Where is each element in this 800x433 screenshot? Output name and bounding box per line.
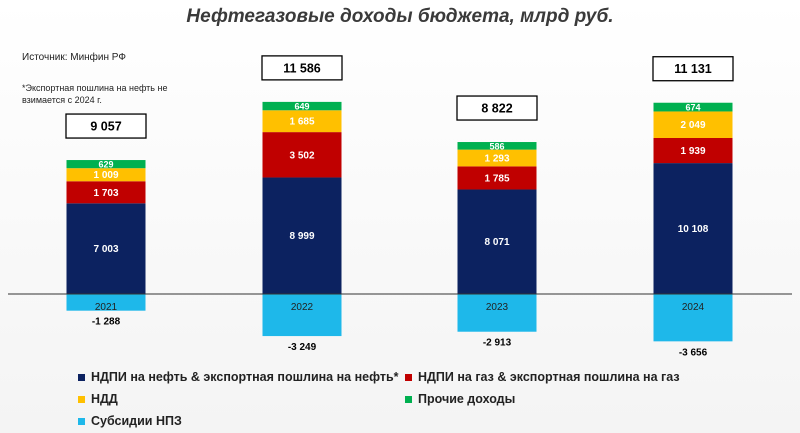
value-label-subsidies-2023: -2 913 [483,338,512,349]
value-label-ndd-2024: 2 049 [680,120,705,131]
source-note: Источник: Минфин РФ [22,52,126,63]
legend-item-ndd: НДД [78,392,118,406]
value-label-ndd-2023: 1 293 [484,153,509,164]
total-label-2022: 11 586 [283,61,321,75]
bar-subsidies-2021 [66,294,146,311]
legend-item-subsidies: Субсидии НПЗ [78,414,182,428]
total-label-2023: 8 822 [481,102,512,116]
total-box-2024 [652,56,734,82]
bar-gas-2024 [653,137,733,164]
bar-other-2022 [262,101,342,111]
legend-label-oil: НДПИ на нефть & экспортная пошлина на не… [91,370,399,384]
bar-ndd-2023 [457,149,537,167]
legend-item-oil: НДПИ на нефть & экспортная пошлина на не… [78,370,399,384]
value-label-oil-2021: 7 003 [93,244,118,255]
bar-oil-2024 [653,163,733,294]
value-label-gas-2022: 3 502 [289,150,314,161]
legend-swatch-oil [78,373,85,381]
bar-subsidies-2022 [262,294,342,337]
value-label-ndd-2022: 1 685 [289,117,314,128]
value-label-gas-2024: 1 939 [680,146,705,157]
footnote: *Экспортная пошлина на нефть не взимаетс… [22,83,168,105]
bar-ndd-2022 [262,110,342,133]
value-label-oil-2023: 8 071 [484,237,509,248]
value-label-oil-2022: 8 999 [289,231,314,242]
bar-oil-2022 [262,177,342,294]
bar-other-2024 [653,102,733,112]
value-label-subsidies-2021: -1 288 [92,317,121,328]
bar-gas-2023 [457,166,537,190]
category-label-2024: 2024 [682,302,705,313]
total-box-2021 [65,113,147,139]
legend-swatch-gas [405,373,412,381]
value-label-ndd-2021: 1 009 [93,170,118,181]
bar-ndd-2021 [66,168,146,182]
total-label-2024: 11 131 [674,62,712,76]
category-label-2021: 2021 [95,302,118,313]
legend-swatch-ndd [78,395,85,403]
value-label-other-2022: 649 [294,102,309,112]
value-label-other-2021: 629 [98,160,113,170]
legend-item-other: Прочие доходы [405,392,515,406]
legend-label-ndd: НДД [91,392,118,406]
legend-item-gas: НДПИ на газ & экспортная пошлина на газ [405,370,680,384]
value-label-oil-2024: 10 108 [678,224,709,235]
category-label-2023: 2023 [486,302,509,313]
bar-gas-2021 [66,181,146,204]
legend-label-gas: НДПИ на газ & экспортная пошлина на газ [418,370,680,384]
total-box-2023 [456,95,538,121]
bar-other-2021 [66,160,146,169]
value-label-other-2024: 674 [685,103,700,113]
bar-ndd-2024 [653,111,733,138]
bar-subsidies-2024 [653,294,733,342]
legend-label-other: Прочие доходы [418,392,516,406]
legend-label-subsidies: Субсидии НПЗ [91,414,182,428]
legend-swatch-subsidies [78,417,85,425]
legend-swatch-other [405,395,412,403]
bar-gas-2022 [262,132,342,178]
value-label-gas-2023: 1 785 [484,173,509,184]
value-label-other-2023: 586 [489,141,504,151]
total-box-2022 [261,55,343,81]
bar-subsidies-2023 [457,294,537,332]
bar-oil-2021 [66,203,146,294]
total-label-2021: 9 057 [90,120,121,134]
value-label-subsidies-2024: -3 656 [679,347,708,358]
value-label-gas-2021: 1 703 [93,188,118,199]
bar-other-2023 [457,142,537,150]
category-label-2022: 2022 [291,302,314,313]
bar-oil-2023 [457,189,537,294]
value-label-subsidies-2022: -3 249 [288,342,317,353]
chart-title: Нефтегазовые доходы бюджета, млрд руб. [186,6,614,27]
